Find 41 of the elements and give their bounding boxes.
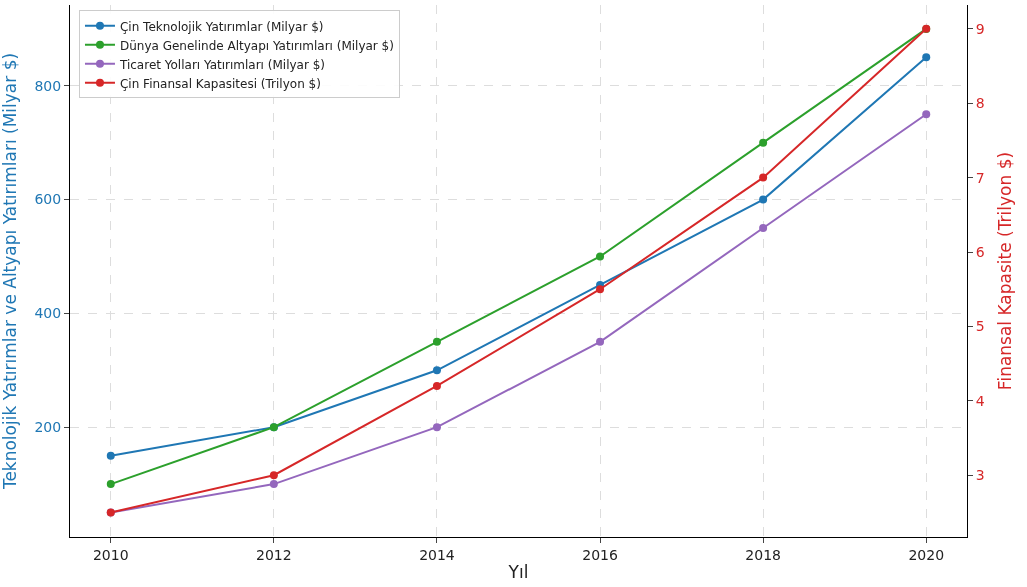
y2-tick-label: 3 xyxy=(975,467,985,484)
legend-label: Çin Finansal Kapasitesi (Trilyon $) xyxy=(119,76,321,91)
point xyxy=(596,285,605,294)
point xyxy=(432,337,441,346)
point xyxy=(759,138,768,147)
y2-tick-label: 5 xyxy=(975,318,985,335)
y2-tick-label: 8 xyxy=(975,95,985,112)
x-tick-label: 2018 xyxy=(745,546,781,563)
point xyxy=(922,53,931,62)
y-tick-label: 600 xyxy=(34,191,62,208)
y2-tick-label: 4 xyxy=(975,392,985,409)
y2-tick-label: 9 xyxy=(975,20,985,37)
x-tick-label: 2016 xyxy=(582,546,618,563)
y2-axis-title: Finansal Kapasite (Trilyon $) xyxy=(995,151,1016,391)
x-tick-label: 2010 xyxy=(92,546,129,563)
point xyxy=(269,471,278,480)
point xyxy=(432,423,441,432)
x-tick-label: 2014 xyxy=(419,546,455,563)
point xyxy=(759,173,768,182)
point xyxy=(106,480,115,489)
x-axis-title: Yıl xyxy=(507,562,529,583)
point xyxy=(106,451,115,460)
y-tick-label: 200 xyxy=(34,419,62,436)
y2-tick-label: 6 xyxy=(975,243,985,260)
legend-label: Dünya Genelinde Altyapı Yatırımları (Milyar $) xyxy=(119,38,394,53)
point xyxy=(432,381,441,390)
point xyxy=(922,110,931,119)
point xyxy=(269,480,278,489)
x-tick-label: 2020 xyxy=(908,546,945,563)
y-axis-title: Teknolojik Yatırımlar ve Altyapı Yatırımları (Milyar $) xyxy=(0,52,20,491)
y2-tick-label: 7 xyxy=(975,169,985,186)
x-tick-label: 2012 xyxy=(256,546,292,563)
point xyxy=(596,252,605,261)
y-tick-label: 800 xyxy=(34,77,62,94)
legend-label: Çin Teknolojik Yatırımlar (Milyar $) xyxy=(119,19,324,34)
point xyxy=(759,224,768,233)
legend-label: Ticaret Yolları Yatırımları (Milyar $) xyxy=(118,57,325,72)
point xyxy=(432,366,441,375)
point xyxy=(596,337,605,346)
y-tick-label: 400 xyxy=(34,305,62,322)
point xyxy=(759,195,768,204)
